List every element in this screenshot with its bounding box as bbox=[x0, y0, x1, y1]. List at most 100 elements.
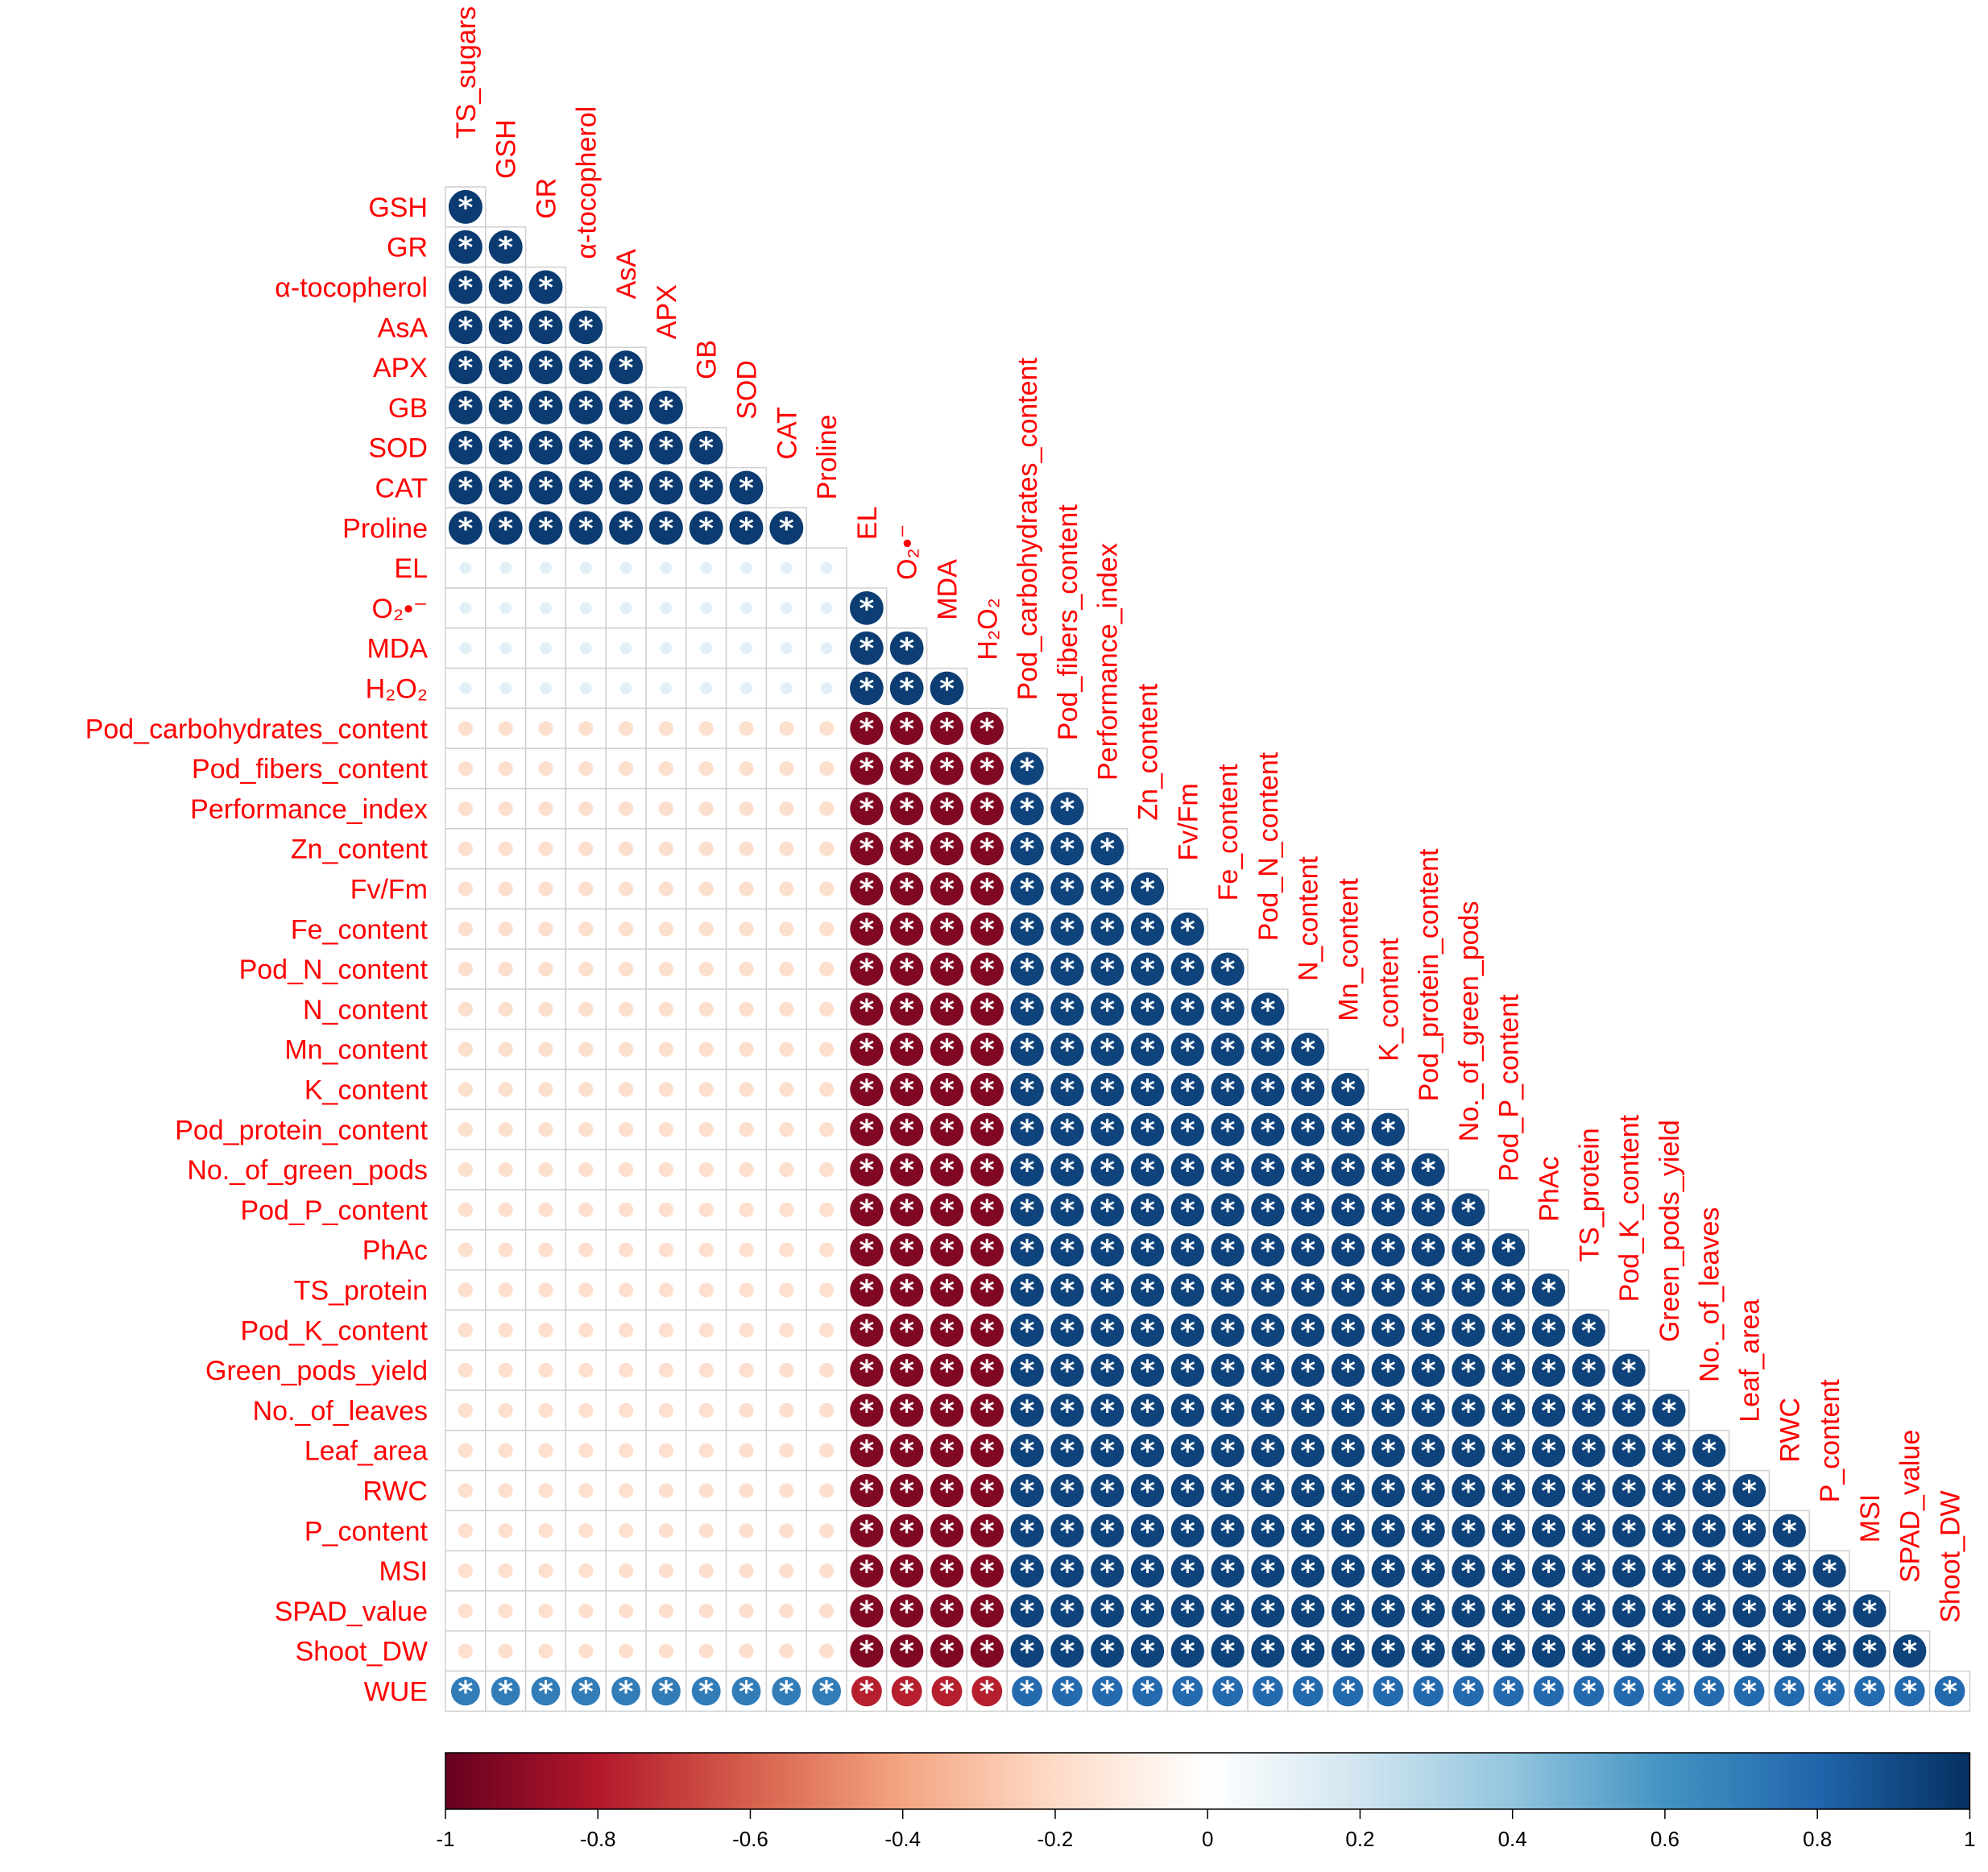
corr-circle bbox=[1010, 1434, 1044, 1468]
significance-star: * bbox=[1621, 1395, 1637, 1428]
corr-circle bbox=[619, 1122, 634, 1137]
corr-circle bbox=[619, 1082, 634, 1097]
significance-star: * bbox=[1100, 1515, 1115, 1548]
corr-circle bbox=[578, 1563, 594, 1579]
corr-circle bbox=[1211, 1193, 1245, 1227]
corr-circle bbox=[1492, 1353, 1526, 1387]
significance-star: * bbox=[1460, 1235, 1476, 1268]
corr-circle bbox=[1010, 1313, 1044, 1347]
significance-star: * bbox=[1501, 1476, 1516, 1509]
significance-star: * bbox=[578, 392, 594, 425]
significance-star: * bbox=[458, 352, 473, 385]
corr-circle bbox=[1291, 1394, 1325, 1427]
corr-circle bbox=[1572, 1434, 1605, 1468]
corr-circle bbox=[1251, 1353, 1285, 1387]
column-label: MSI bbox=[1855, 1494, 1886, 1543]
row-label: No._of_green_pods bbox=[187, 1155, 428, 1186]
significance-star: * bbox=[1581, 1355, 1597, 1388]
corr-circle bbox=[779, 1122, 794, 1137]
corr-circle bbox=[850, 1634, 884, 1668]
significance-star: * bbox=[1140, 1034, 1155, 1067]
corr-circle bbox=[1853, 1594, 1887, 1628]
significance-star: * bbox=[859, 1235, 874, 1268]
column-label: Performance_index bbox=[1093, 543, 1124, 781]
significance-star: * bbox=[1180, 1114, 1195, 1147]
row-label: Fv/Fm bbox=[350, 875, 428, 905]
significance-star: * bbox=[1381, 1636, 1396, 1669]
corr-circle bbox=[970, 1514, 1004, 1547]
significance-star: * bbox=[939, 994, 955, 1027]
corr-circle bbox=[812, 1676, 842, 1706]
significance-star: * bbox=[1460, 1515, 1476, 1548]
corr-circle bbox=[1211, 952, 1245, 986]
corr-circle bbox=[1211, 1313, 1245, 1347]
corr-circle bbox=[850, 872, 884, 906]
corr-circle bbox=[739, 1402, 754, 1418]
significance-star: * bbox=[1701, 1555, 1717, 1588]
corr-circle bbox=[1411, 1193, 1445, 1227]
significance-star: * bbox=[1822, 1676, 1837, 1709]
significance-star: * bbox=[1340, 1275, 1356, 1308]
row-label: Pod_fibers_content bbox=[192, 754, 429, 785]
corr-circle bbox=[1332, 1675, 1364, 1707]
significance-star: * bbox=[980, 1555, 995, 1588]
corr-circle bbox=[448, 470, 483, 505]
significance-star: * bbox=[1260, 1395, 1275, 1428]
corr-circle bbox=[498, 1162, 513, 1178]
corr-circle bbox=[1652, 1594, 1686, 1628]
corr-circle bbox=[658, 1643, 673, 1659]
corr-circle bbox=[970, 992, 1004, 1026]
corr-circle bbox=[658, 1402, 673, 1418]
corr-circle bbox=[619, 1242, 634, 1257]
significance-star: * bbox=[1300, 1275, 1315, 1308]
corr-circle bbox=[660, 682, 673, 694]
corr-circle bbox=[1211, 1353, 1245, 1387]
significance-star: * bbox=[1742, 1515, 1757, 1548]
significance-star: * bbox=[619, 352, 634, 385]
significance-star: * bbox=[1300, 1195, 1315, 1228]
significance-star: * bbox=[939, 1435, 955, 1468]
significance-star: * bbox=[1260, 1476, 1275, 1509]
corr-circle bbox=[498, 1363, 513, 1378]
corr-circle bbox=[779, 1643, 794, 1659]
significance-star: * bbox=[1260, 1034, 1275, 1067]
corr-circle bbox=[1251, 992, 1285, 1026]
significance-star: * bbox=[980, 1636, 995, 1669]
significance-star: * bbox=[980, 1075, 995, 1108]
corr-circle bbox=[850, 952, 884, 986]
row-label: GB bbox=[388, 393, 428, 424]
row-label: Proline bbox=[342, 513, 428, 544]
colorbar-gradient bbox=[445, 1752, 1971, 1810]
corr-circle bbox=[538, 801, 553, 816]
significance-star: * bbox=[1340, 1235, 1356, 1268]
corr-circle bbox=[1251, 1072, 1285, 1107]
corr-circle bbox=[658, 801, 673, 816]
significance-star: * bbox=[1541, 1395, 1556, 1428]
corr-circle bbox=[820, 561, 833, 574]
significance-star: * bbox=[1300, 1476, 1315, 1509]
corr-circle bbox=[658, 761, 673, 777]
significance-star: * bbox=[899, 1555, 914, 1588]
significance-star: * bbox=[1541, 1435, 1556, 1468]
corr-circle bbox=[890, 1112, 924, 1146]
corr-circle bbox=[619, 561, 632, 574]
significance-star: * bbox=[1180, 1235, 1195, 1268]
significance-star: * bbox=[939, 1154, 955, 1187]
significance-star: * bbox=[1260, 1075, 1275, 1108]
corr-circle bbox=[779, 801, 794, 816]
corr-circle bbox=[538, 922, 553, 937]
significance-star: * bbox=[1140, 913, 1155, 946]
corr-circle bbox=[1452, 1675, 1484, 1707]
corr-circle bbox=[578, 841, 594, 856]
corr-circle bbox=[1652, 1394, 1686, 1427]
corr-circle bbox=[448, 270, 483, 304]
corr-circle bbox=[820, 602, 833, 615]
column-label: Shoot_DW bbox=[1936, 1490, 1966, 1622]
corr-circle bbox=[619, 1643, 634, 1659]
corr-circle bbox=[779, 1603, 794, 1618]
significance-star: * bbox=[1421, 1355, 1436, 1388]
corr-circle bbox=[448, 310, 483, 345]
significance-star: * bbox=[859, 1555, 874, 1588]
corr-circle bbox=[1812, 1634, 1846, 1668]
corr-circle bbox=[698, 1563, 714, 1579]
